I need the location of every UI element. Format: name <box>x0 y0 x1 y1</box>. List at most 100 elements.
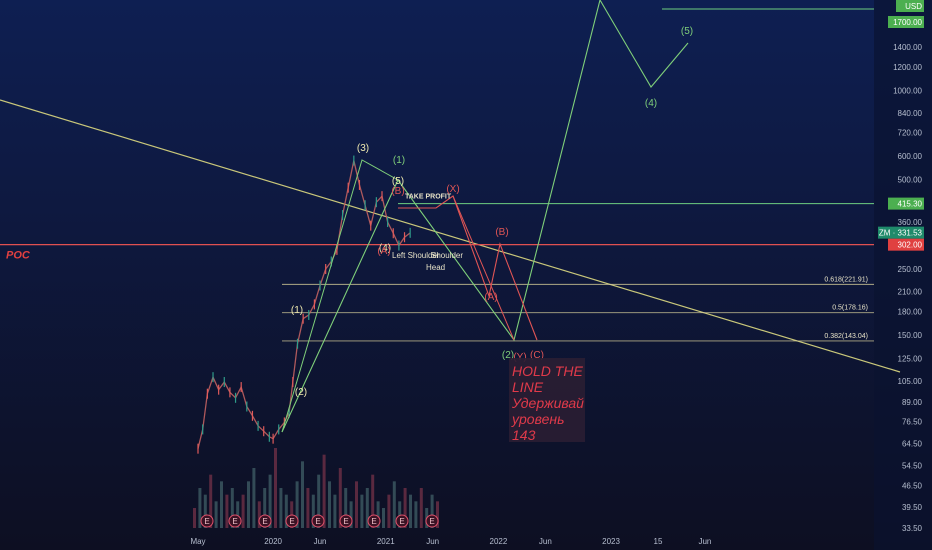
earnings-marker <box>395 514 409 528</box>
wave-label-red: (Y) <box>513 352 526 363</box>
earnings-marker <box>200 514 214 528</box>
wave-paths <box>281 0 689 433</box>
x-tick-label: 2021 <box>377 537 395 546</box>
wave-label-red: (X) <box>446 184 459 195</box>
x-tick-label: 2022 <box>490 537 508 546</box>
red-wave-branch <box>452 195 515 341</box>
volume-bar <box>279 488 283 528</box>
volume-bar <box>306 488 310 528</box>
earnings-marker-label: E <box>262 517 267 526</box>
note-line: уровень <box>511 411 564 427</box>
volume-bar <box>392 481 396 528</box>
price-tag-label: 415.30 <box>898 200 923 209</box>
x-tick-label: 2020 <box>264 537 282 546</box>
pattern-label: Shoulder <box>431 251 463 260</box>
price-axis-panel <box>874 0 932 550</box>
time-axis: May 2020 Jun 2021 Jun 2022 Jun 2023 15 Jun <box>190 537 711 546</box>
earnings-marker <box>339 514 353 528</box>
price-tags: 415.30 ZM · 331.53 302.00 1700.00 USD <box>878 0 924 251</box>
volume-bar <box>311 494 315 528</box>
pattern-label: Head <box>426 263 445 272</box>
volume-bar <box>382 508 385 528</box>
price-series <box>197 155 411 454</box>
price-tag-label: 1700.00 <box>893 18 922 27</box>
volume-bar <box>349 501 353 528</box>
green-wave-impulse <box>281 159 399 433</box>
drawing-lines <box>0 8 901 373</box>
earnings-marker-label: E <box>204 517 209 526</box>
earnings-marker <box>258 514 272 528</box>
y-tick-label: 180.00 <box>898 307 923 316</box>
wave-label-yellow: (4) <box>379 243 391 254</box>
volume-bar <box>284 494 288 528</box>
y-tick-label: 210.00 <box>898 287 923 296</box>
volume-bar <box>387 494 391 528</box>
y-tick-label: 1200.00 <box>893 63 922 72</box>
earnings-marker-label: E <box>232 517 237 526</box>
pattern-label: Left Shoulder <box>392 251 440 260</box>
wave-label-yellow: (2) <box>295 387 307 398</box>
price-tag <box>888 197 924 210</box>
x-tick-label: 2023 <box>602 537 620 546</box>
y-tick-label: 840.00 <box>898 109 923 118</box>
y-tick-label: 76.50 <box>902 418 923 427</box>
y-tick-label: 54.50 <box>902 461 923 470</box>
volume-bar <box>436 501 439 528</box>
y-tick-label: 360.00 <box>898 218 923 227</box>
wave-label-yellow: (5) <box>392 176 404 187</box>
y-tick-label: 500.00 <box>898 176 923 185</box>
volume-bar <box>371 474 375 528</box>
earnings-marker <box>285 514 299 528</box>
volume-bar <box>403 488 407 528</box>
wave-label-red: (A) <box>377 246 390 257</box>
wave-label-green: (4) <box>645 98 657 109</box>
volume-bar <box>333 494 337 528</box>
wave-label-green: (5) <box>681 26 693 37</box>
x-tick-label: May <box>190 537 205 546</box>
earnings-marker-label: E <box>343 517 348 526</box>
y-tick-label: 1000.00 <box>893 86 922 95</box>
red-wave-path <box>398 195 538 341</box>
volume-bar <box>198 488 202 528</box>
earnings-marker-label: E <box>315 517 320 526</box>
volume-bar <box>214 501 218 528</box>
volume-bar <box>301 461 304 528</box>
earnings-marker-label: E <box>399 517 404 526</box>
earnings-marker <box>311 514 325 528</box>
volume-bar <box>220 481 223 528</box>
price-tag <box>888 16 924 28</box>
volume-bar <box>328 481 331 528</box>
volume-bar <box>398 501 402 528</box>
wave-label-red: (B) <box>391 186 404 197</box>
wave-label-red: (C) <box>530 350 544 361</box>
volume-bar <box>355 481 358 528</box>
volume-bar <box>193 508 196 528</box>
wave-label-red: (A) <box>484 292 497 303</box>
note-line: HOLD THE <box>512 363 583 379</box>
x-tick-label: 15 <box>654 537 663 546</box>
volume-bar <box>317 474 321 528</box>
poc-label: POC <box>6 250 31 262</box>
volume-bar <box>241 494 245 528</box>
annotation-labels: POC 0.618(221.91) 0.5(178.16) 0.382(143.04)… <box>6 26 868 398</box>
note-box <box>509 358 585 442</box>
volume-bar <box>209 474 213 528</box>
earnings-marker <box>228 514 242 528</box>
y-tick-label: 250.00 <box>898 265 923 274</box>
y-tick-label: 89.00 <box>902 398 923 407</box>
take-profit-label: TAKE PROFIT <box>405 194 452 201</box>
volume-bar <box>344 488 348 528</box>
wave-label-green: (2) <box>502 350 514 361</box>
y-tick-label: 720.00 <box>898 129 923 138</box>
note-line: 143 <box>512 427 536 443</box>
price-tag-label: 302.00 <box>898 241 923 250</box>
volume-bar <box>414 501 418 528</box>
earnings-marker-label: E <box>371 517 376 526</box>
y-tick-label: 125.00 <box>898 354 923 363</box>
y-tick-label: 1400.00 <box>893 43 922 52</box>
diagonal-trendline <box>0 99 901 373</box>
